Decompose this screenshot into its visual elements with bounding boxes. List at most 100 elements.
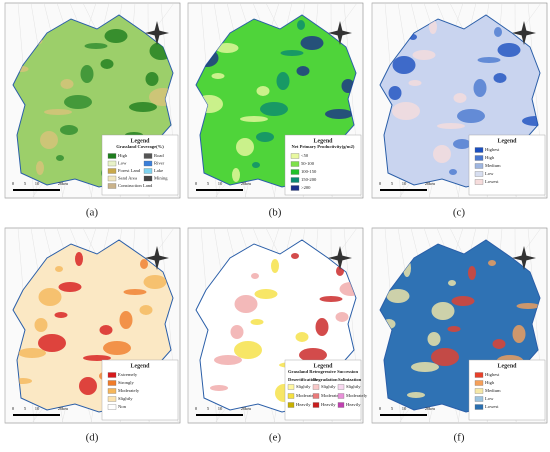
legend-swatch bbox=[143, 153, 153, 159]
patch bbox=[522, 116, 540, 126]
legend-label: Moderately bbox=[321, 393, 343, 398]
legend-label: Medium bbox=[485, 388, 501, 393]
legend-swatch bbox=[107, 396, 117, 402]
scale-label: km bbox=[245, 181, 251, 186]
scale-bar bbox=[380, 189, 427, 191]
patch bbox=[240, 116, 268, 122]
scale-label: 10 bbox=[35, 406, 40, 411]
patch bbox=[230, 325, 244, 339]
patch bbox=[488, 260, 496, 266]
panel-label: (a) bbox=[86, 207, 99, 219]
patch bbox=[392, 102, 420, 120]
patch bbox=[123, 289, 147, 295]
scale-label: 20 bbox=[241, 406, 246, 411]
legend-swatch bbox=[474, 179, 484, 185]
legend-swatch bbox=[107, 380, 117, 386]
scale-bar bbox=[380, 414, 427, 416]
scale-label: 5 bbox=[24, 406, 27, 411]
scale-label: 0 bbox=[195, 181, 198, 186]
legend-subtitle: Grassland Retrogressive Succession bbox=[288, 369, 358, 374]
patch bbox=[448, 280, 456, 286]
patch bbox=[512, 325, 526, 343]
patch bbox=[84, 43, 108, 49]
compass bbox=[512, 21, 536, 45]
scale-label: km bbox=[62, 181, 68, 186]
legend-swatch bbox=[107, 175, 117, 182]
legend-label: Moderately bbox=[296, 393, 318, 398]
scale-label: 10 bbox=[218, 406, 223, 411]
patch bbox=[234, 295, 258, 313]
patch bbox=[457, 109, 485, 123]
legend-title: Legend bbox=[497, 138, 517, 144]
patch bbox=[54, 312, 68, 318]
legend-label: High bbox=[485, 380, 495, 385]
patch bbox=[451, 296, 475, 306]
patch bbox=[315, 318, 329, 336]
patch bbox=[392, 56, 416, 74]
scale-bar bbox=[13, 189, 60, 191]
legend-swatch bbox=[287, 393, 295, 399]
legend-label: Extremely bbox=[118, 372, 138, 377]
legend-label: Low bbox=[485, 171, 494, 176]
legend-label: Heavily bbox=[296, 402, 311, 407]
patch bbox=[256, 86, 270, 96]
legend-label: Heavily bbox=[321, 402, 336, 407]
patch bbox=[300, 36, 324, 50]
patch bbox=[143, 275, 167, 289]
map-panel: 0 5 10 20 km Legend Highest High Medium Low Lowest bbox=[371, 227, 548, 424]
legend-label: Highest bbox=[485, 147, 500, 152]
scale-bar bbox=[13, 414, 60, 416]
patch bbox=[494, 27, 502, 37]
patch bbox=[100, 59, 114, 69]
legend-label: Slightly bbox=[321, 384, 336, 389]
patch bbox=[232, 168, 240, 182]
patch bbox=[36, 161, 44, 175]
patch bbox=[60, 125, 78, 135]
scale-label: 0 bbox=[379, 181, 382, 186]
legend-swatch bbox=[107, 404, 117, 410]
legend-swatch bbox=[290, 177, 300, 183]
map-panel: 0 5 10 20 km Legend Highest High Medium Low Lowest bbox=[371, 2, 548, 199]
patch bbox=[280, 50, 304, 56]
compass bbox=[145, 21, 169, 45]
patch bbox=[297, 20, 305, 30]
patch bbox=[211, 73, 225, 79]
patch bbox=[83, 355, 111, 361]
patch bbox=[447, 326, 461, 332]
legend-label: 100-150 bbox=[301, 169, 317, 174]
compass bbox=[512, 246, 536, 270]
legend-label: Low bbox=[118, 161, 127, 166]
patch bbox=[412, 50, 436, 60]
legend-swatch bbox=[287, 384, 295, 390]
legend-swatch bbox=[107, 160, 117, 167]
legend-swatch bbox=[337, 393, 345, 399]
patch bbox=[431, 348, 459, 366]
patch bbox=[214, 355, 242, 365]
legend-label: Moderately bbox=[118, 388, 140, 393]
legend-swatch bbox=[287, 402, 295, 408]
legend-label: High bbox=[118, 153, 128, 158]
patch bbox=[271, 259, 279, 273]
legend-label: High bbox=[485, 155, 495, 160]
legend-swatch bbox=[337, 402, 345, 408]
patch bbox=[325, 109, 353, 119]
patch bbox=[44, 109, 72, 115]
legend-label: >200 bbox=[301, 185, 311, 190]
legend-swatch bbox=[474, 380, 484, 386]
patch bbox=[516, 303, 540, 309]
legend-label: Forest Land bbox=[118, 168, 141, 173]
patch bbox=[254, 289, 278, 299]
legend-box bbox=[284, 359, 362, 421]
legend-swatch bbox=[107, 168, 117, 174]
patch bbox=[251, 273, 259, 279]
scale-label: 5 bbox=[207, 406, 210, 411]
patch bbox=[295, 332, 309, 342]
legend-swatch bbox=[474, 372, 484, 378]
patch bbox=[473, 79, 487, 97]
legend-swatch bbox=[290, 185, 300, 191]
patch bbox=[60, 79, 74, 89]
patch bbox=[38, 334, 66, 352]
legend-label: Slightly bbox=[296, 384, 311, 389]
patch bbox=[80, 65, 94, 83]
